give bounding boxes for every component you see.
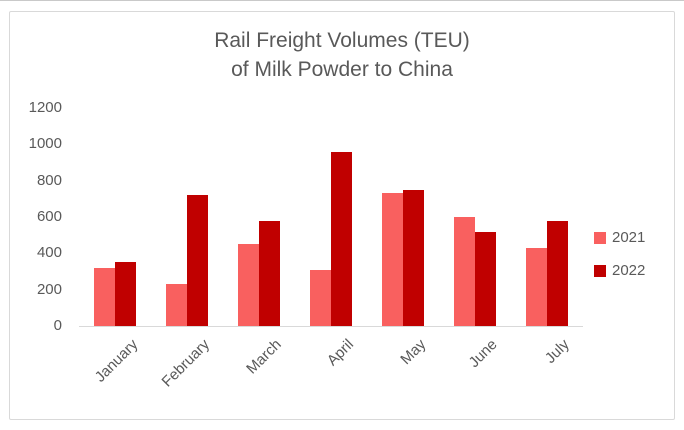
chart-title-line-1: Rail Freight Volumes (TEU) bbox=[214, 29, 470, 52]
legend-swatch-2022 bbox=[594, 265, 606, 277]
y-axis-tick-label: 1200 bbox=[28, 99, 62, 116]
y-axis-tick-label: 1000 bbox=[28, 135, 62, 153]
bar-2021-march bbox=[238, 244, 259, 326]
y-axis-tick-label: 0 bbox=[53, 317, 62, 334]
y-axis-tick-label: 600 bbox=[36, 208, 62, 225]
y-axis-tick-label: 200 bbox=[36, 280, 62, 298]
bar-2022-may bbox=[403, 190, 424, 326]
screenshot-top-edge bbox=[0, 0, 684, 1]
legend-label-2021: 2021 bbox=[612, 229, 646, 246]
legend-item-2022: 2022 bbox=[594, 263, 645, 279]
bar-2021-january bbox=[94, 268, 115, 326]
x-axis-line bbox=[79, 326, 583, 327]
bar-2022-april bbox=[331, 152, 352, 326]
chart-title: Rail Freight Volumes (TEU) of Milk Powde… bbox=[10, 26, 674, 84]
chart-title-line-2: of Milk Powder to China bbox=[231, 58, 453, 81]
bar-2022-july bbox=[547, 221, 568, 326]
y-axis-tick-label: 400 bbox=[36, 244, 62, 262]
bar-2022-february bbox=[187, 195, 208, 326]
bar-2021-february bbox=[166, 284, 187, 326]
legend-item-2021: 2021 bbox=[594, 230, 645, 246]
legend-swatch-2021 bbox=[594, 232, 606, 244]
y-axis-tick-label: 800 bbox=[36, 171, 62, 189]
bar-2021-may bbox=[382, 193, 403, 326]
bar-2022-january bbox=[115, 262, 136, 326]
legend-label-2022: 2022 bbox=[612, 262, 646, 279]
bar-2021-june bbox=[454, 217, 475, 326]
bar-2021-july bbox=[526, 248, 547, 326]
bar-2022-march bbox=[259, 221, 280, 326]
bar-2021-april bbox=[310, 270, 331, 326]
bar-2022-june bbox=[475, 232, 496, 326]
